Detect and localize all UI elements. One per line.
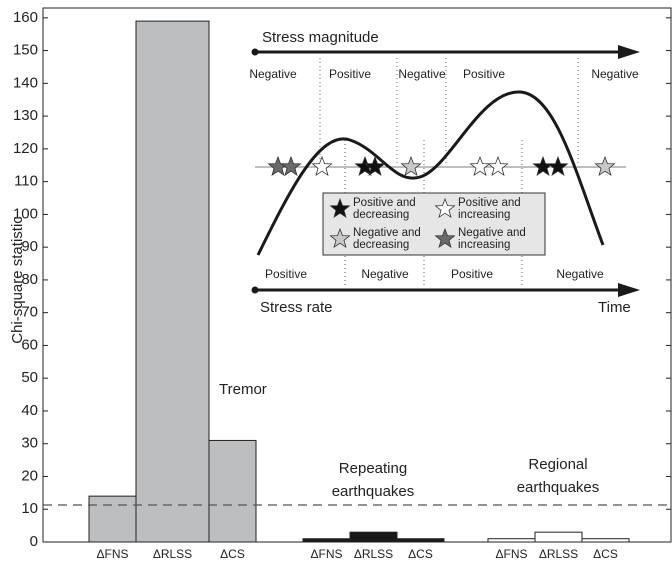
arrow-head	[618, 45, 640, 59]
inset-label: Time	[598, 299, 631, 316]
legend-star	[329, 227, 351, 249]
group-label: Tremor	[219, 381, 267, 398]
y-tick-label: 120	[13, 140, 38, 157]
star	[469, 155, 491, 177]
legend-box	[322, 192, 546, 256]
arrow-start	[251, 48, 259, 56]
y-tick-label: 60	[21, 336, 38, 353]
phase-label: Negative	[591, 67, 639, 81]
group-label: Regional	[528, 456, 587, 473]
x-tick-label: ΔRLSS	[153, 547, 192, 561]
y-tick-label: 70	[21, 304, 38, 321]
x-tick-label: ΔRLSS	[539, 547, 578, 561]
phase-label: Positive	[451, 267, 493, 281]
y-tick-label: 140	[13, 74, 38, 91]
y-tick-label: 110	[14, 173, 38, 190]
y-tick-label: 0	[30, 533, 38, 550]
legend-label: increasing	[458, 209, 510, 221]
phase-label: Positive	[265, 267, 307, 281]
legend-label: decreasing	[353, 239, 409, 251]
legend-label: Positive and	[458, 197, 521, 209]
y-tick-label: 30	[21, 435, 38, 452]
bar	[349, 531, 398, 543]
inset-label: Stress rate	[260, 299, 333, 316]
y-tick-label: 130	[13, 107, 38, 124]
x-tick-label: ΔFNS	[495, 547, 527, 561]
x-tick-label: ΔFNS	[96, 547, 128, 561]
y-tick-label: 50	[21, 369, 38, 386]
legend-star	[434, 197, 456, 219]
inset-label: Stress magnitude	[262, 29, 379, 46]
group-label: earthquakes	[332, 483, 415, 500]
star	[532, 155, 554, 177]
legend-label: increasing	[458, 239, 510, 251]
bar	[208, 439, 257, 543]
group-label: earthquakes	[517, 479, 600, 496]
stress-curve	[256, 90, 605, 256]
x-tick-label: ΔCS	[408, 547, 433, 561]
y-axis-label: Chi-square statistic	[9, 216, 26, 344]
x-tick-label: ΔCS	[593, 547, 618, 561]
y-tick-label: 100	[13, 205, 38, 222]
bar	[534, 531, 583, 543]
star	[280, 155, 302, 177]
y-tick-label: 90	[21, 238, 38, 255]
phase-label: Positive	[463, 67, 505, 81]
arrow-start	[251, 286, 259, 294]
y-tick-label: 150	[13, 42, 38, 59]
legend-label: Positive and	[353, 197, 416, 209]
star	[487, 155, 509, 177]
y-tick-label: 160	[13, 9, 38, 26]
star	[400, 155, 422, 177]
y-tick-label: 10	[21, 500, 38, 517]
y-tick-label: 40	[21, 402, 38, 419]
star	[547, 155, 569, 177]
phase-label: Negative	[361, 267, 409, 281]
legend-label: decreasing	[353, 209, 409, 221]
x-tick-label: ΔRLSS	[354, 547, 393, 561]
phase-label: Negative	[249, 67, 297, 81]
y-tick-label: 20	[21, 467, 38, 484]
bar	[88, 495, 137, 543]
arrow-head	[618, 283, 640, 297]
star	[594, 155, 616, 177]
bar	[135, 20, 210, 543]
plot-frame	[42, 7, 672, 543]
x-tick-label: ΔCS	[220, 547, 245, 561]
legend-star	[329, 197, 351, 219]
phase-label: Positive	[329, 67, 371, 81]
group-label: Repeating	[339, 460, 407, 477]
legend-label: Negative and	[458, 227, 526, 239]
star	[364, 155, 386, 177]
legend-label: Negative and	[353, 227, 421, 239]
legend-star	[434, 227, 456, 249]
phase-label: Negative	[398, 67, 446, 81]
x-tick-label: ΔFNS	[310, 547, 342, 561]
y-tick-label: 80	[21, 271, 38, 288]
phase-label: Negative	[556, 267, 604, 281]
star	[311, 155, 333, 177]
